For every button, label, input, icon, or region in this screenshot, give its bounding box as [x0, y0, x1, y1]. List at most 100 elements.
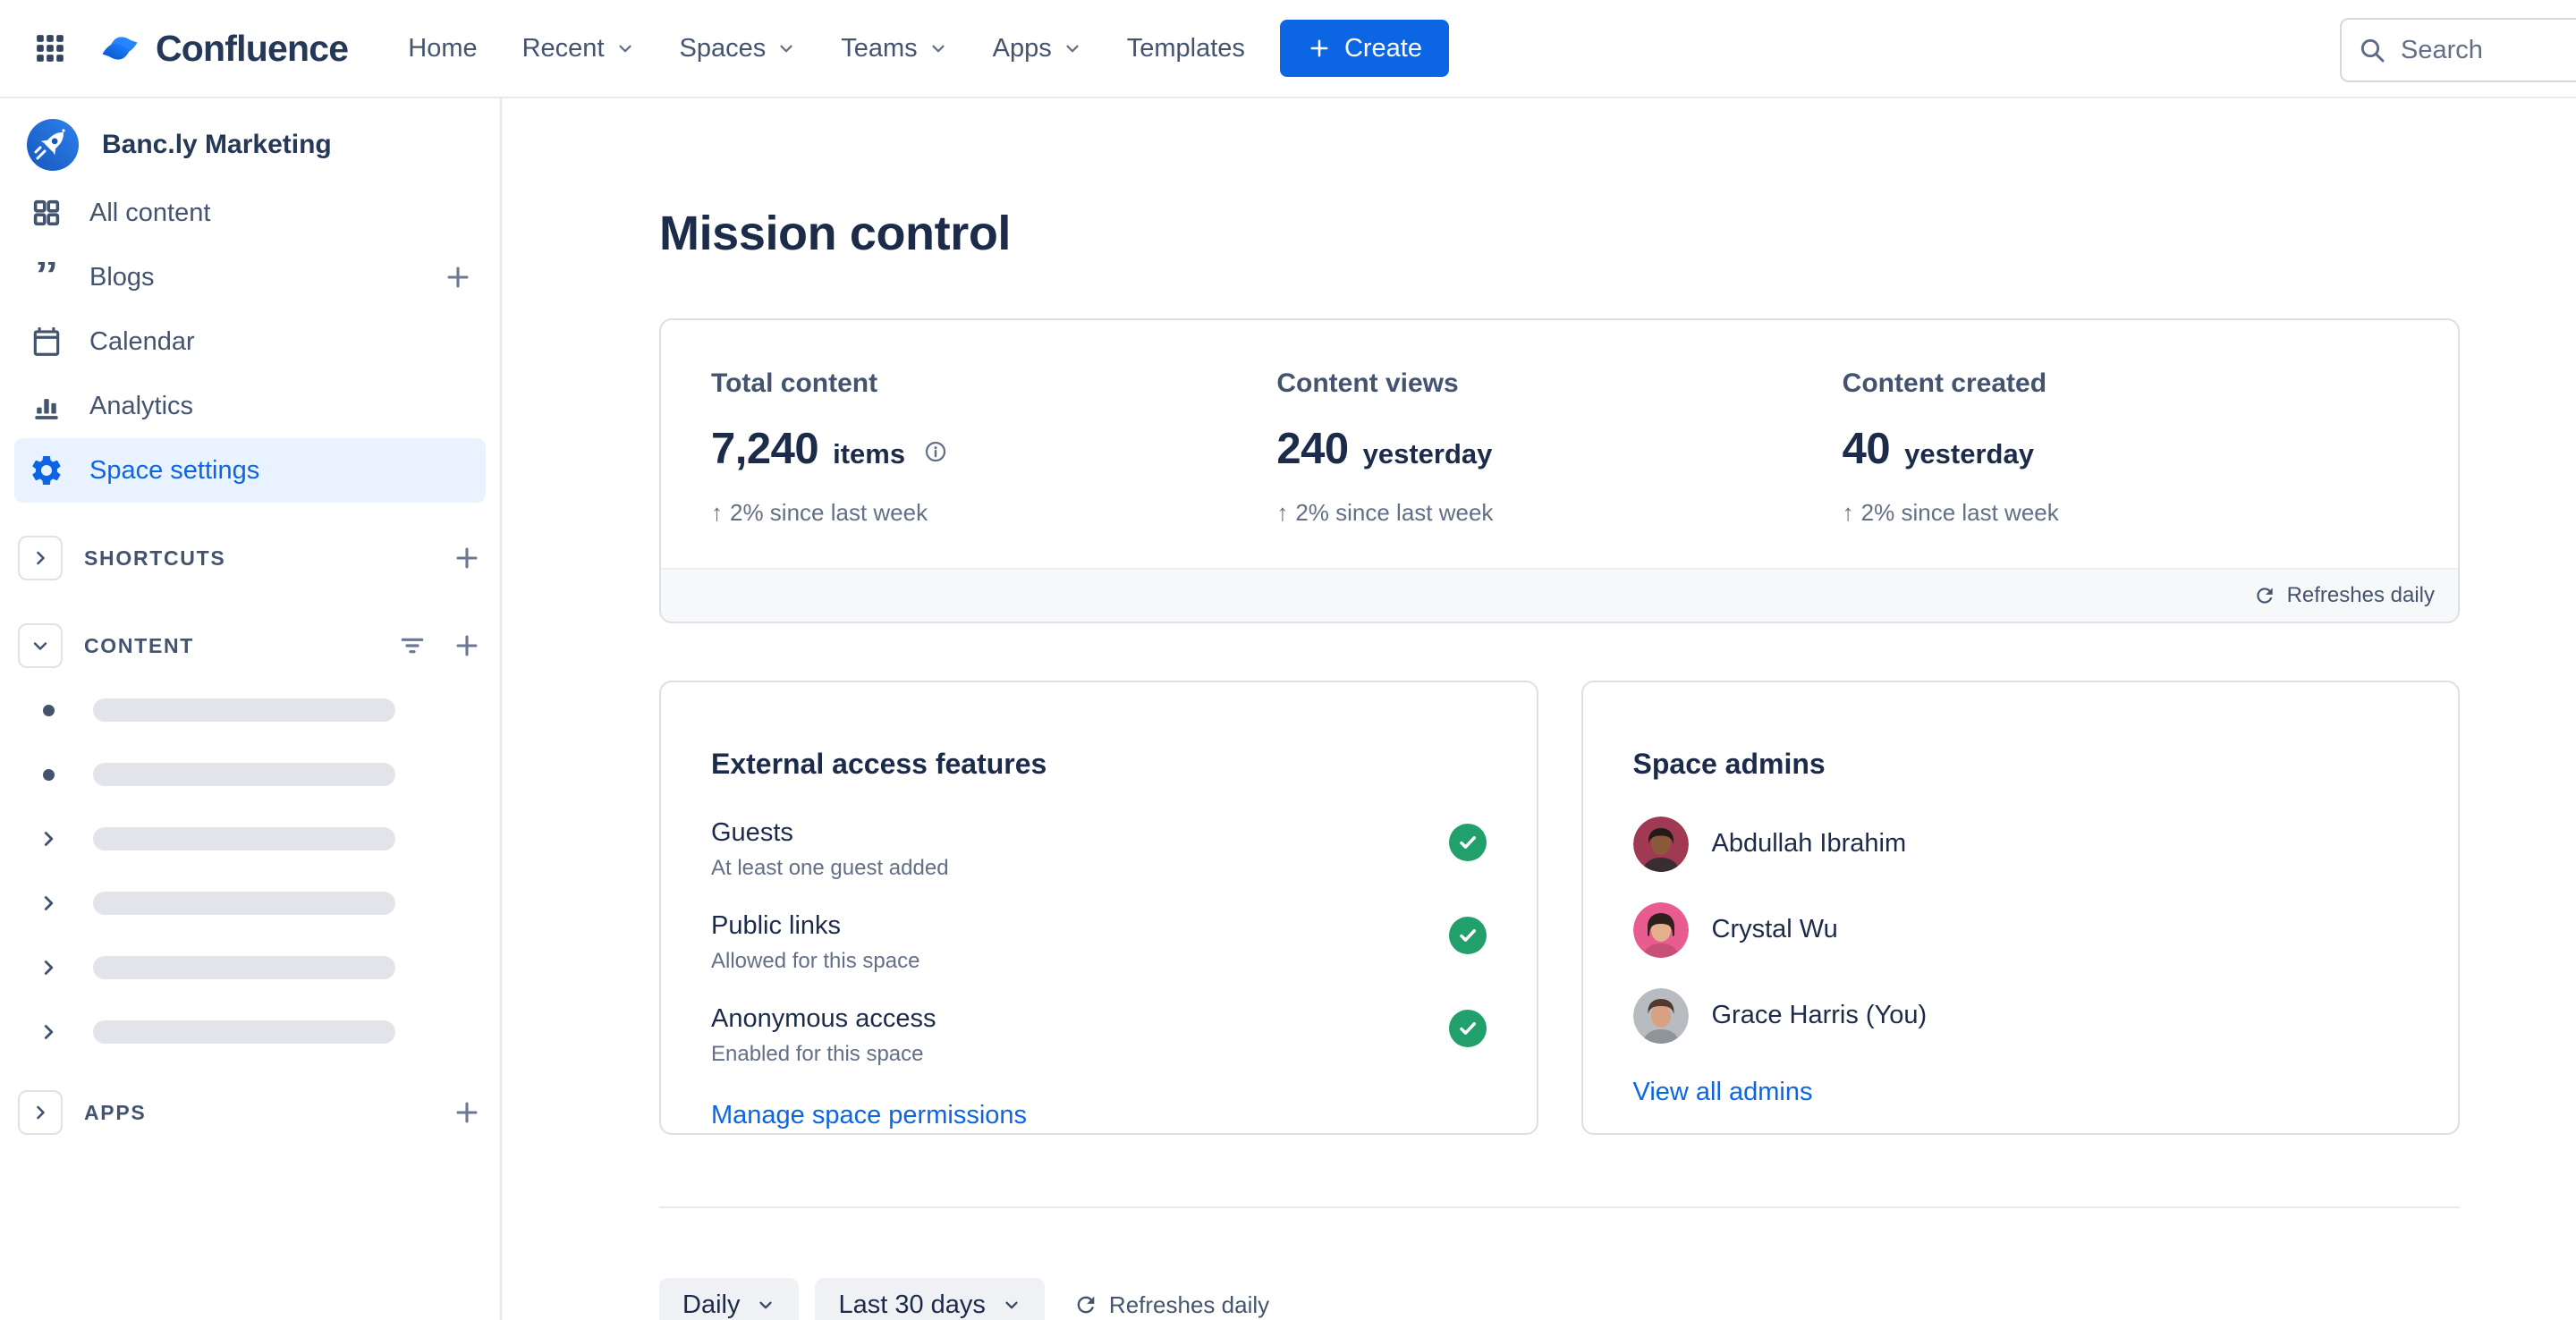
brand-wordmark: Confluence [156, 27, 349, 69]
sidebar-section-content: CONTENT [14, 613, 486, 678]
admin-row[interactable]: Crystal Wu [1632, 901, 2409, 958]
refresh-note-text: Refreshes daily [2286, 583, 2435, 608]
stat-delta-text: 2% since last week [730, 499, 928, 527]
chevron-right-icon [29, 956, 68, 979]
check-circle-icon [1448, 823, 1487, 861]
feature-description: At least one guest added [711, 855, 949, 880]
global-search[interactable] [2340, 18, 2576, 82]
chevron-right-icon [29, 892, 68, 915]
space-logo-rocket-icon [27, 119, 79, 171]
admin-row[interactable]: Grace Harris (You) [1632, 987, 2409, 1044]
nav-item-label: Recent [521, 33, 605, 63]
content-tree-loading-row [14, 807, 486, 871]
bullet-icon [29, 704, 68, 716]
chevron-right-icon [29, 827, 68, 850]
chevron-down-icon [1063, 38, 1082, 58]
date-range-select[interactable]: Last 30 days [815, 1278, 1045, 1320]
content-tree-loading-row [14, 871, 486, 935]
add-app-button[interactable] [452, 1097, 482, 1128]
confluence-logo-icon [102, 37, 138, 60]
primary-nav: Home Recent Spaces Teams Apps Templates [386, 20, 1267, 77]
admin-name: Grace Harris (You) [1711, 1001, 1928, 1030]
filter-content-button[interactable] [398, 631, 427, 660]
chevron-right-icon [30, 547, 51, 569]
add-blog-button[interactable] [443, 262, 473, 292]
expand-apps-button[interactable] [18, 1090, 63, 1135]
main-content: Mission control Total content 7,240 item… [502, 98, 2576, 1320]
sidebar-item-blogs[interactable]: Blogs [14, 245, 486, 309]
skeleton-bar [93, 956, 395, 979]
feature-public-links: Public links Allowed for this space [711, 911, 1487, 974]
create-button[interactable]: Create [1279, 20, 1449, 77]
stat-label: Content created [1842, 368, 2047, 399]
feature-name: Guests [711, 817, 793, 847]
nav-item-label: Spaces [679, 33, 767, 63]
nav-item-label: Home [408, 33, 478, 63]
stat-content-created: Content created 40 yesterday ↑ 2% since … [1843, 368, 2408, 527]
manage-space-permissions-link[interactable]: Manage space permissions [711, 1100, 1028, 1130]
confluence-logo[interactable]: Confluence [97, 25, 349, 72]
search-input[interactable] [2399, 34, 2528, 66]
up-arrow-icon: ↑ [711, 499, 723, 527]
sidebar-space-header[interactable]: Banc.ly Marketing [14, 109, 486, 181]
chevron-down-icon [928, 38, 948, 58]
sidebar-section-apps: APPS [14, 1080, 486, 1145]
content-tree-loading-row [14, 742, 486, 807]
feature-anonymous-access: Anonymous access Enabled for this space [711, 1004, 1487, 1067]
stat-value: 240 [1276, 425, 1349, 474]
sidebar-item-space-settings[interactable]: Space settings [14, 438, 486, 503]
search-icon [2358, 36, 2386, 64]
check-circle-icon [1448, 1009, 1487, 1047]
expand-shortcuts-button[interactable] [18, 536, 63, 580]
view-all-admins-link[interactable]: View all admins [1632, 1077, 1813, 1106]
stats-refresh-note: Refreshes daily [661, 568, 2458, 622]
analytics-controls: Daily Last 30 days Refreshes daily [659, 1278, 2460, 1320]
plus-icon [443, 262, 473, 292]
space-name: Banc.ly Marketing [102, 130, 332, 159]
create-button-label: Create [1343, 33, 1422, 63]
chevron-down-icon [776, 38, 796, 58]
admin-name: Abdullah Ibrahim [1711, 829, 1907, 859]
chevron-down-icon [30, 635, 51, 656]
bullet-icon [29, 768, 68, 781]
stat-delta: ↑ 2% since last week [711, 499, 1276, 527]
stat-value: 7,240 [711, 425, 819, 474]
granularity-value: Daily [682, 1290, 741, 1319]
section-label: SHORTCUTS [84, 546, 226, 570]
sidebar-item-all-content[interactable]: All content [14, 181, 486, 245]
nav-item-templates[interactable]: Templates [1105, 20, 1267, 77]
nav-item-teams[interactable]: Teams [818, 20, 970, 77]
sidebar-item-calendar[interactable]: Calendar [14, 309, 486, 374]
nav-item-apps[interactable]: Apps [970, 20, 1105, 77]
stat-value: 40 [1842, 425, 1891, 474]
chevron-down-icon [1002, 1295, 1021, 1315]
feature-name: Public links [711, 910, 842, 940]
stat-delta: ↑ 2% since last week [1276, 499, 1842, 527]
add-content-button[interactable] [452, 630, 482, 661]
skeleton-bar [93, 763, 395, 786]
nav-item-recent[interactable]: Recent [500, 20, 657, 77]
collapse-content-button[interactable] [18, 623, 63, 668]
stats-card: Total content 7,240 items ↑ 2% since las… [659, 318, 2460, 624]
calendar-icon [27, 325, 66, 359]
feature-description: Allowed for this space [711, 948, 920, 973]
app-switcher-button[interactable] [25, 23, 75, 73]
stat-label: Content views [1276, 368, 1459, 399]
section-label: APPS [84, 1100, 147, 1124]
nav-item-spaces[interactable]: Spaces [657, 20, 819, 77]
stat-label: Total content [711, 368, 878, 399]
skeleton-bar [93, 1020, 395, 1044]
refresh-icon [2253, 584, 2276, 607]
section-label: CONTENT [84, 633, 195, 657]
granularity-select[interactable]: Daily [659, 1278, 800, 1320]
up-arrow-icon: ↑ [1276, 499, 1289, 527]
sidebar-item-analytics[interactable]: Analytics [14, 374, 486, 438]
check-circle-icon [1448, 916, 1487, 954]
add-shortcut-button[interactable] [452, 543, 482, 573]
sidebar-item-label: Calendar [89, 326, 195, 356]
feature-name: Anonymous access [711, 1003, 936, 1033]
info-icon[interactable] [923, 439, 948, 464]
page-title: Mission control [659, 207, 1012, 261]
nav-item-home[interactable]: Home [386, 20, 499, 77]
admin-row[interactable]: Abdullah Ibrahim [1632, 816, 2409, 872]
